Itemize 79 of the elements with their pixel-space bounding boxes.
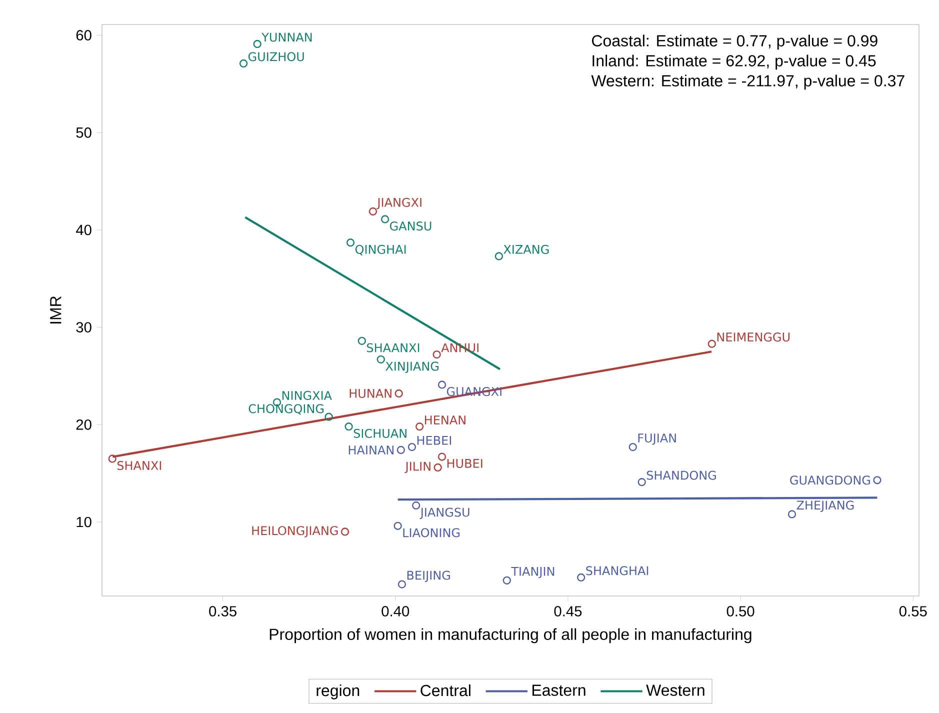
- point: [380, 215, 390, 224]
- x-axis-title: Proportion of women in manufacturing of all people in manufacturing: [270, 628, 752, 644]
- point: [368, 207, 378, 216]
- legend-label: Central: [420, 684, 470, 696]
- annotation: ZHEJIANG: [796, 500, 854, 512]
- annotation: Inland: Estimate = 62.92, p-value = 0.45: [592, 54, 876, 70]
- point: [344, 422, 353, 431]
- y-tick-label: 10: [76, 516, 92, 528]
- annotation: SICHUAN: [354, 428, 406, 438]
- legend-label: Western: [646, 684, 704, 696]
- point: [415, 422, 424, 431]
- point: [108, 454, 116, 463]
- annotation: HAINAN: [348, 446, 394, 454]
- point: [408, 442, 416, 452]
- annotation: Coastal: Estimate = 0.77, p-value = 0.99: [592, 34, 878, 50]
- point: [788, 510, 796, 518]
- point: [873, 476, 882, 484]
- y-axis-title: IMR: [50, 296, 62, 324]
- annotation: QINGHAI: [355, 244, 406, 256]
- annotation: SHAANXI: [366, 343, 420, 352]
- annotation: HUBEI: [447, 459, 482, 468]
- annotation: GUIZHOU: [248, 52, 304, 62]
- point: [239, 59, 248, 68]
- x-tick-label: 0.45: [554, 606, 582, 616]
- point: [638, 478, 646, 486]
- point: [396, 446, 405, 454]
- annotation: XIZANG: [504, 244, 549, 254]
- point: [494, 252, 504, 260]
- annotation: SHANDONG: [646, 470, 716, 480]
- point: [398, 580, 406, 588]
- point: [340, 528, 350, 536]
- point: [438, 452, 446, 461]
- point: [628, 442, 637, 452]
- y-tick-label: 20: [76, 419, 92, 430]
- annotation: SHANGHAI: [586, 566, 648, 576]
- legend-title: region: [316, 684, 360, 700]
- annotation: CHONGQING: [248, 404, 324, 415]
- annotation: HEILONGJIANG: [252, 526, 338, 538]
- point: [434, 463, 442, 472]
- point: [502, 576, 511, 584]
- point: [438, 380, 446, 389]
- point: [324, 412, 333, 421]
- annotation: NEIMENGGU: [717, 332, 790, 342]
- x-tick-label: 0.40: [382, 606, 410, 616]
- annotation: JIANGXI: [376, 198, 422, 210]
- point: [253, 40, 262, 48]
- annotation: HENAN: [424, 416, 466, 424]
- annotation: LIAONING: [403, 528, 460, 538]
- y-tick-label: 30: [76, 322, 92, 332]
- annotation: XINJIANG: [386, 362, 438, 373]
- x-tick-label: 0.35: [209, 606, 236, 616]
- annotation: NINGXIA: [282, 390, 332, 400]
- point: [412, 501, 420, 510]
- x-tick-label: 0.55: [899, 606, 927, 616]
- x-tick-label: 0.50: [726, 606, 754, 616]
- y-tick-label: 50: [76, 127, 92, 138]
- y-tick-label: 40: [76, 224, 92, 236]
- point: [432, 350, 441, 359]
- annotation: FUJIAN: [638, 434, 676, 445]
- y-tick-label: 60: [76, 30, 92, 40]
- annotation: HUNAN: [350, 389, 392, 398]
- annotation: GANSU: [390, 221, 432, 231]
- legend-label: Eastern: [532, 684, 586, 696]
- point: [394, 522, 402, 530]
- annotation: BEIJING: [407, 570, 450, 582]
- annotation: Western: Estimate = -211.97, p-value = 0.37: [591, 74, 904, 90]
- annotation: JILIN: [404, 462, 430, 474]
- point: [346, 238, 355, 247]
- point: [358, 336, 366, 345]
- annotation: HEBEI: [417, 436, 452, 445]
- annotation: TIANJIN: [511, 567, 554, 578]
- point: [394, 389, 403, 398]
- annotation: YUNNAN: [262, 32, 312, 42]
- point: [708, 340, 716, 348]
- point: [577, 573, 586, 582]
- point: [376, 355, 385, 364]
- annotation: JIANGSU: [420, 508, 470, 520]
- annotation: SHANXI: [117, 460, 162, 470]
- annotation: GUANGDONG: [790, 476, 870, 485]
